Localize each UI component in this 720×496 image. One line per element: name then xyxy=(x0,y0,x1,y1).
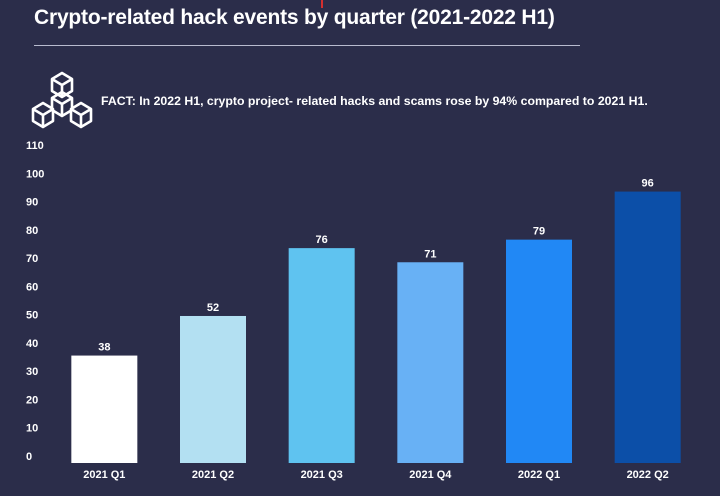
data-label: 96 xyxy=(642,178,654,190)
y-tick-label: 70 xyxy=(26,253,38,265)
y-tick-label: 90 xyxy=(26,197,38,209)
x-axis: 2021 Q1 2021 Q2 2021 Q3 2021 Q4 2022 Q1 2022 … xyxy=(83,469,669,481)
red-marker xyxy=(321,0,323,8)
y-tick-label: 60 xyxy=(26,281,38,293)
y-tick-label: 100 xyxy=(26,168,44,180)
data-label: 79 xyxy=(533,226,545,238)
y-tick-label: 110 xyxy=(26,140,44,152)
bar xyxy=(506,239,572,463)
x-tick-label: 2021 Q1 xyxy=(83,469,125,481)
cubes-icon xyxy=(31,71,93,129)
x-tick-label: 2022 Q1 xyxy=(518,469,560,481)
y-tick-label: 80 xyxy=(26,225,38,237)
chart-title: Crypto-related hack events by quarter (2… xyxy=(34,6,555,29)
fact-text: FACT: In 2022 H1, crypto project- relate… xyxy=(101,94,648,108)
y-tick-label: 40 xyxy=(26,338,38,350)
bar xyxy=(180,315,246,463)
bar xyxy=(71,355,138,463)
bar xyxy=(288,248,355,463)
data-label: 71 xyxy=(424,248,436,260)
data-label: 38 xyxy=(98,342,110,354)
y-tick-label: 50 xyxy=(26,310,38,322)
y-tick-label: 20 xyxy=(26,394,38,406)
x-tick-label: 2021 Q3 xyxy=(301,469,343,481)
bars: 38 52 76 71 79 96 xyxy=(71,178,681,463)
y-tick-label: 10 xyxy=(26,423,38,435)
x-tick-label: 2022 Q2 xyxy=(627,469,669,481)
data-label: 76 xyxy=(316,234,328,246)
x-tick-label: 2021 Q2 xyxy=(192,469,234,481)
bar xyxy=(614,191,681,463)
y-tick-label: 0 xyxy=(26,451,32,463)
bar xyxy=(397,262,464,463)
title-divider xyxy=(34,45,580,46)
x-tick-label: 2021 Q4 xyxy=(409,469,452,481)
y-tick-label: 30 xyxy=(26,366,38,378)
y-axis: 0 10 20 30 40 50 60 70 80 90 100 110 xyxy=(26,140,44,463)
data-label: 52 xyxy=(207,302,219,314)
